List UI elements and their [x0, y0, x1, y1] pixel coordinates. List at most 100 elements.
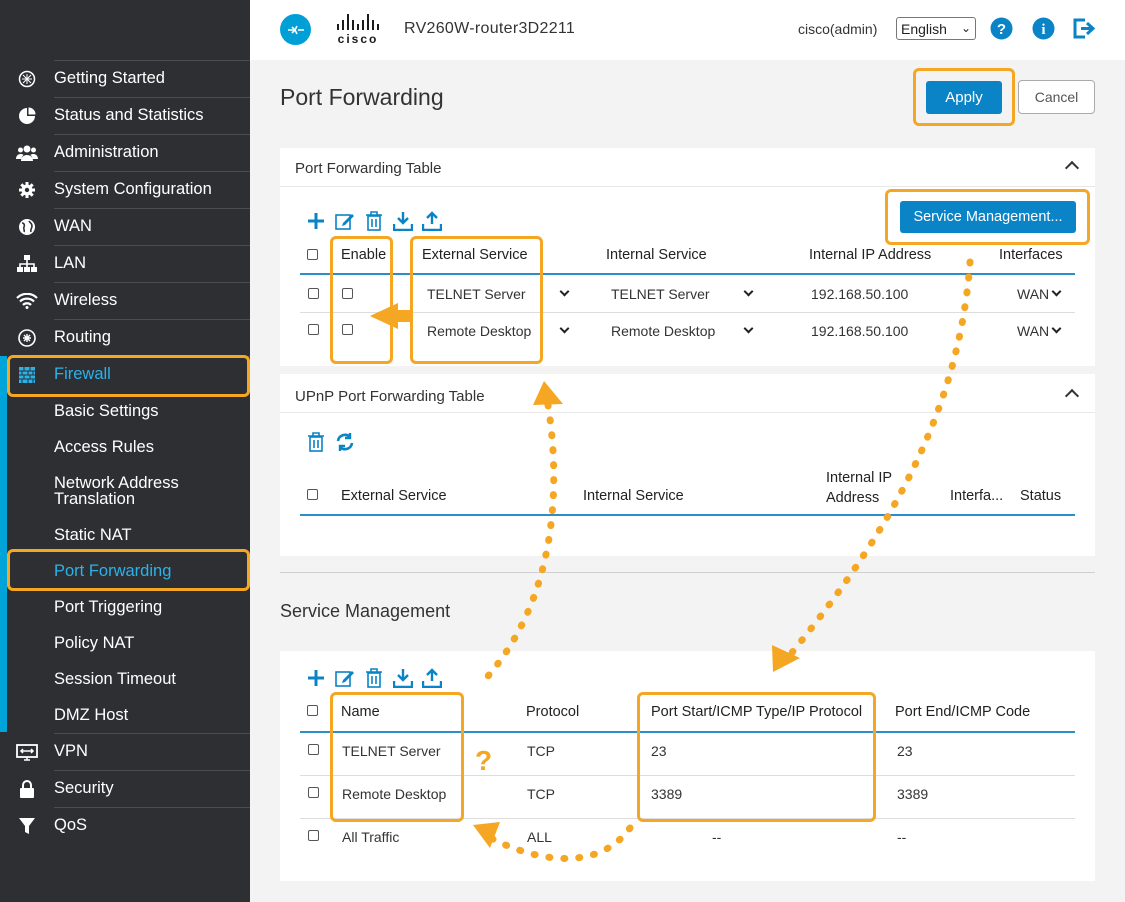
sidebar-subitem-basic-settings[interactable]: Basic Settings — [54, 401, 159, 420]
column-header-internal-ip: Internal IP Address — [809, 247, 932, 263]
vpn-icon — [0, 743, 54, 761]
interface-select[interactable]: WAN — [1017, 286, 1050, 302]
sidebar-item-label: QoS — [54, 816, 88, 834]
sidebar-item-security[interactable]: Security — [0, 770, 250, 807]
row-select-checkbox[interactable] — [308, 288, 319, 299]
service-protocol: ALL — [527, 829, 552, 845]
top-header: cisco RV260W-router3D2211 cisco(admin) E… — [250, 0, 1125, 60]
svg-text:?: ? — [997, 21, 1006, 38]
internal-service-select[interactable]: TELNET Server — [611, 286, 710, 302]
sidebar-item-lan[interactable]: LAN — [0, 245, 250, 282]
highlight-service-management — [885, 189, 1090, 245]
sidebar-item-wan[interactable]: WAN — [0, 208, 250, 245]
row-select-checkbox[interactable] — [308, 324, 319, 335]
menu-toggle-icon[interactable] — [280, 14, 311, 45]
apply-button[interactable]: Apply — [926, 81, 1002, 114]
service-name: TELNET Server — [342, 743, 441, 759]
users-icon — [0, 144, 54, 162]
sidebar-item-label: VPN — [54, 742, 88, 760]
service-port-start: 23 — [651, 743, 667, 759]
column-header-interfaces: Interfaces — [999, 247, 1063, 263]
sidebar-item-administration[interactable]: Administration — [0, 134, 250, 171]
service-protocol: TCP — [527, 743, 555, 759]
column-header-name: Name — [341, 704, 380, 720]
edit-icon[interactable] — [335, 211, 355, 231]
row-select-checkbox[interactable] — [308, 830, 319, 841]
sidebar-item-label: Administration — [54, 143, 159, 161]
service-port-end: 23 — [897, 743, 913, 759]
highlight-apply — [913, 68, 1015, 126]
sidebar-subitem-port-triggering[interactable]: Port Triggering — [54, 597, 163, 616]
internal-ip-input[interactable]: 192.168.50.100 — [811, 286, 909, 302]
sidebar-subitem-policy-nat[interactable]: Policy NAT — [54, 633, 135, 652]
highlight-external-service-column — [410, 236, 543, 364]
sidebar-item-label: Wireless — [54, 291, 118, 309]
firewall-section-accent — [0, 356, 7, 732]
upload-icon[interactable] — [422, 668, 442, 688]
column-header-external-service: External Service — [341, 488, 447, 504]
service-toolbar — [306, 668, 442, 688]
column-header-internal-service: Internal Service — [606, 247, 707, 263]
sidebar-item-getting-started[interactable]: Getting Started — [0, 60, 250, 97]
language-select[interactable]: English ⌄ — [896, 17, 976, 40]
external-service-select[interactable]: Remote Desktop — [427, 323, 532, 339]
column-header-external-service: External Service — [422, 247, 528, 263]
internal-ip-input[interactable]: 192.168.50.100 — [811, 323, 909, 339]
sidebar-subitem-session-timeout[interactable]: Session Timeout — [54, 669, 176, 688]
sidebar-item-routing[interactable]: Routing — [0, 319, 250, 356]
refresh-icon[interactable] — [335, 432, 355, 452]
sidebar-subitem-access-rules[interactable]: Access Rules — [54, 437, 154, 456]
sidebar-item-vpn[interactable]: VPN — [0, 733, 250, 770]
row-enable-checkbox[interactable] — [342, 288, 353, 299]
internal-service-select[interactable]: Remote Desktop — [611, 323, 716, 339]
add-icon[interactable] — [306, 668, 326, 688]
interface-select[interactable]: WAN — [1017, 323, 1050, 339]
select-all-checkbox[interactable] — [307, 249, 318, 260]
current-user: cisco(admin) — [798, 21, 878, 37]
row-select-checkbox[interactable] — [308, 787, 319, 798]
highlight-enable-column — [330, 236, 393, 364]
sidebar-item-system-configuration[interactable]: System Configuration — [0, 171, 250, 208]
sidebar-item-label: Getting Started — [54, 69, 165, 87]
add-icon[interactable] — [306, 211, 326, 231]
select-all-checkbox[interactable] — [307, 489, 318, 500]
row-enable-checkbox[interactable] — [342, 324, 353, 335]
download-icon[interactable] — [393, 668, 413, 688]
routing-icon — [0, 328, 54, 347]
service-name: Remote Desktop — [342, 786, 447, 802]
cisco-logo: cisco — [328, 14, 388, 46]
sidebar-item-status-and-statistics[interactable]: Status and Statistics — [0, 97, 250, 134]
sidebar-item-wireless[interactable]: Wireless — [0, 282, 250, 319]
download-icon[interactable] — [393, 211, 413, 231]
edit-icon[interactable] — [335, 668, 355, 688]
service-management-button[interactable]: Service Management... — [900, 201, 1076, 233]
select-all-checkbox[interactable] — [307, 705, 318, 716]
logout-icon[interactable] — [1072, 17, 1096, 45]
upload-icon[interactable] — [422, 211, 442, 231]
delete-icon[interactable] — [306, 432, 326, 452]
sidebar-subitem-static-nat[interactable]: Static NAT — [54, 525, 132, 544]
device-name: RV260W-router3D2211 — [404, 20, 576, 37]
column-header-interfaces: Interfa... — [950, 488, 1004, 504]
delete-icon[interactable] — [364, 211, 384, 231]
cancel-button[interactable]: Cancel — [1018, 80, 1095, 114]
help-icon[interactable]: ? — [990, 17, 1013, 45]
delete-icon[interactable] — [364, 668, 384, 688]
sidebar-item-label: LAN — [54, 254, 87, 272]
sidebar-subitem-dmz-host[interactable]: DMZ Host — [54, 705, 129, 724]
service-management-panel — [280, 651, 1095, 881]
sidebar-subitem-nat[interactable]: Network Address Translation — [54, 474, 179, 508]
row-select-checkbox[interactable] — [308, 744, 319, 755]
sidebar-item-qos[interactable]: QoS — [0, 807, 250, 844]
highlight-port-column — [637, 692, 876, 822]
sidebar: Getting Started Status and Statistics Ad… — [0, 0, 250, 902]
pie-chart-icon — [0, 107, 54, 125]
page-title: Port Forwarding — [280, 84, 444, 110]
external-service-select[interactable]: TELNET Server — [427, 286, 526, 302]
sidebar-subitem-port-forwarding[interactable]: Port Forwarding — [54, 561, 172, 580]
info-icon[interactable]: i — [1032, 17, 1055, 45]
question-annotation: ? — [475, 745, 493, 776]
upnp-toolbar — [306, 432, 355, 452]
globe-icon — [0, 218, 54, 236]
sidebar-item-label: Firewall — [54, 365, 111, 383]
